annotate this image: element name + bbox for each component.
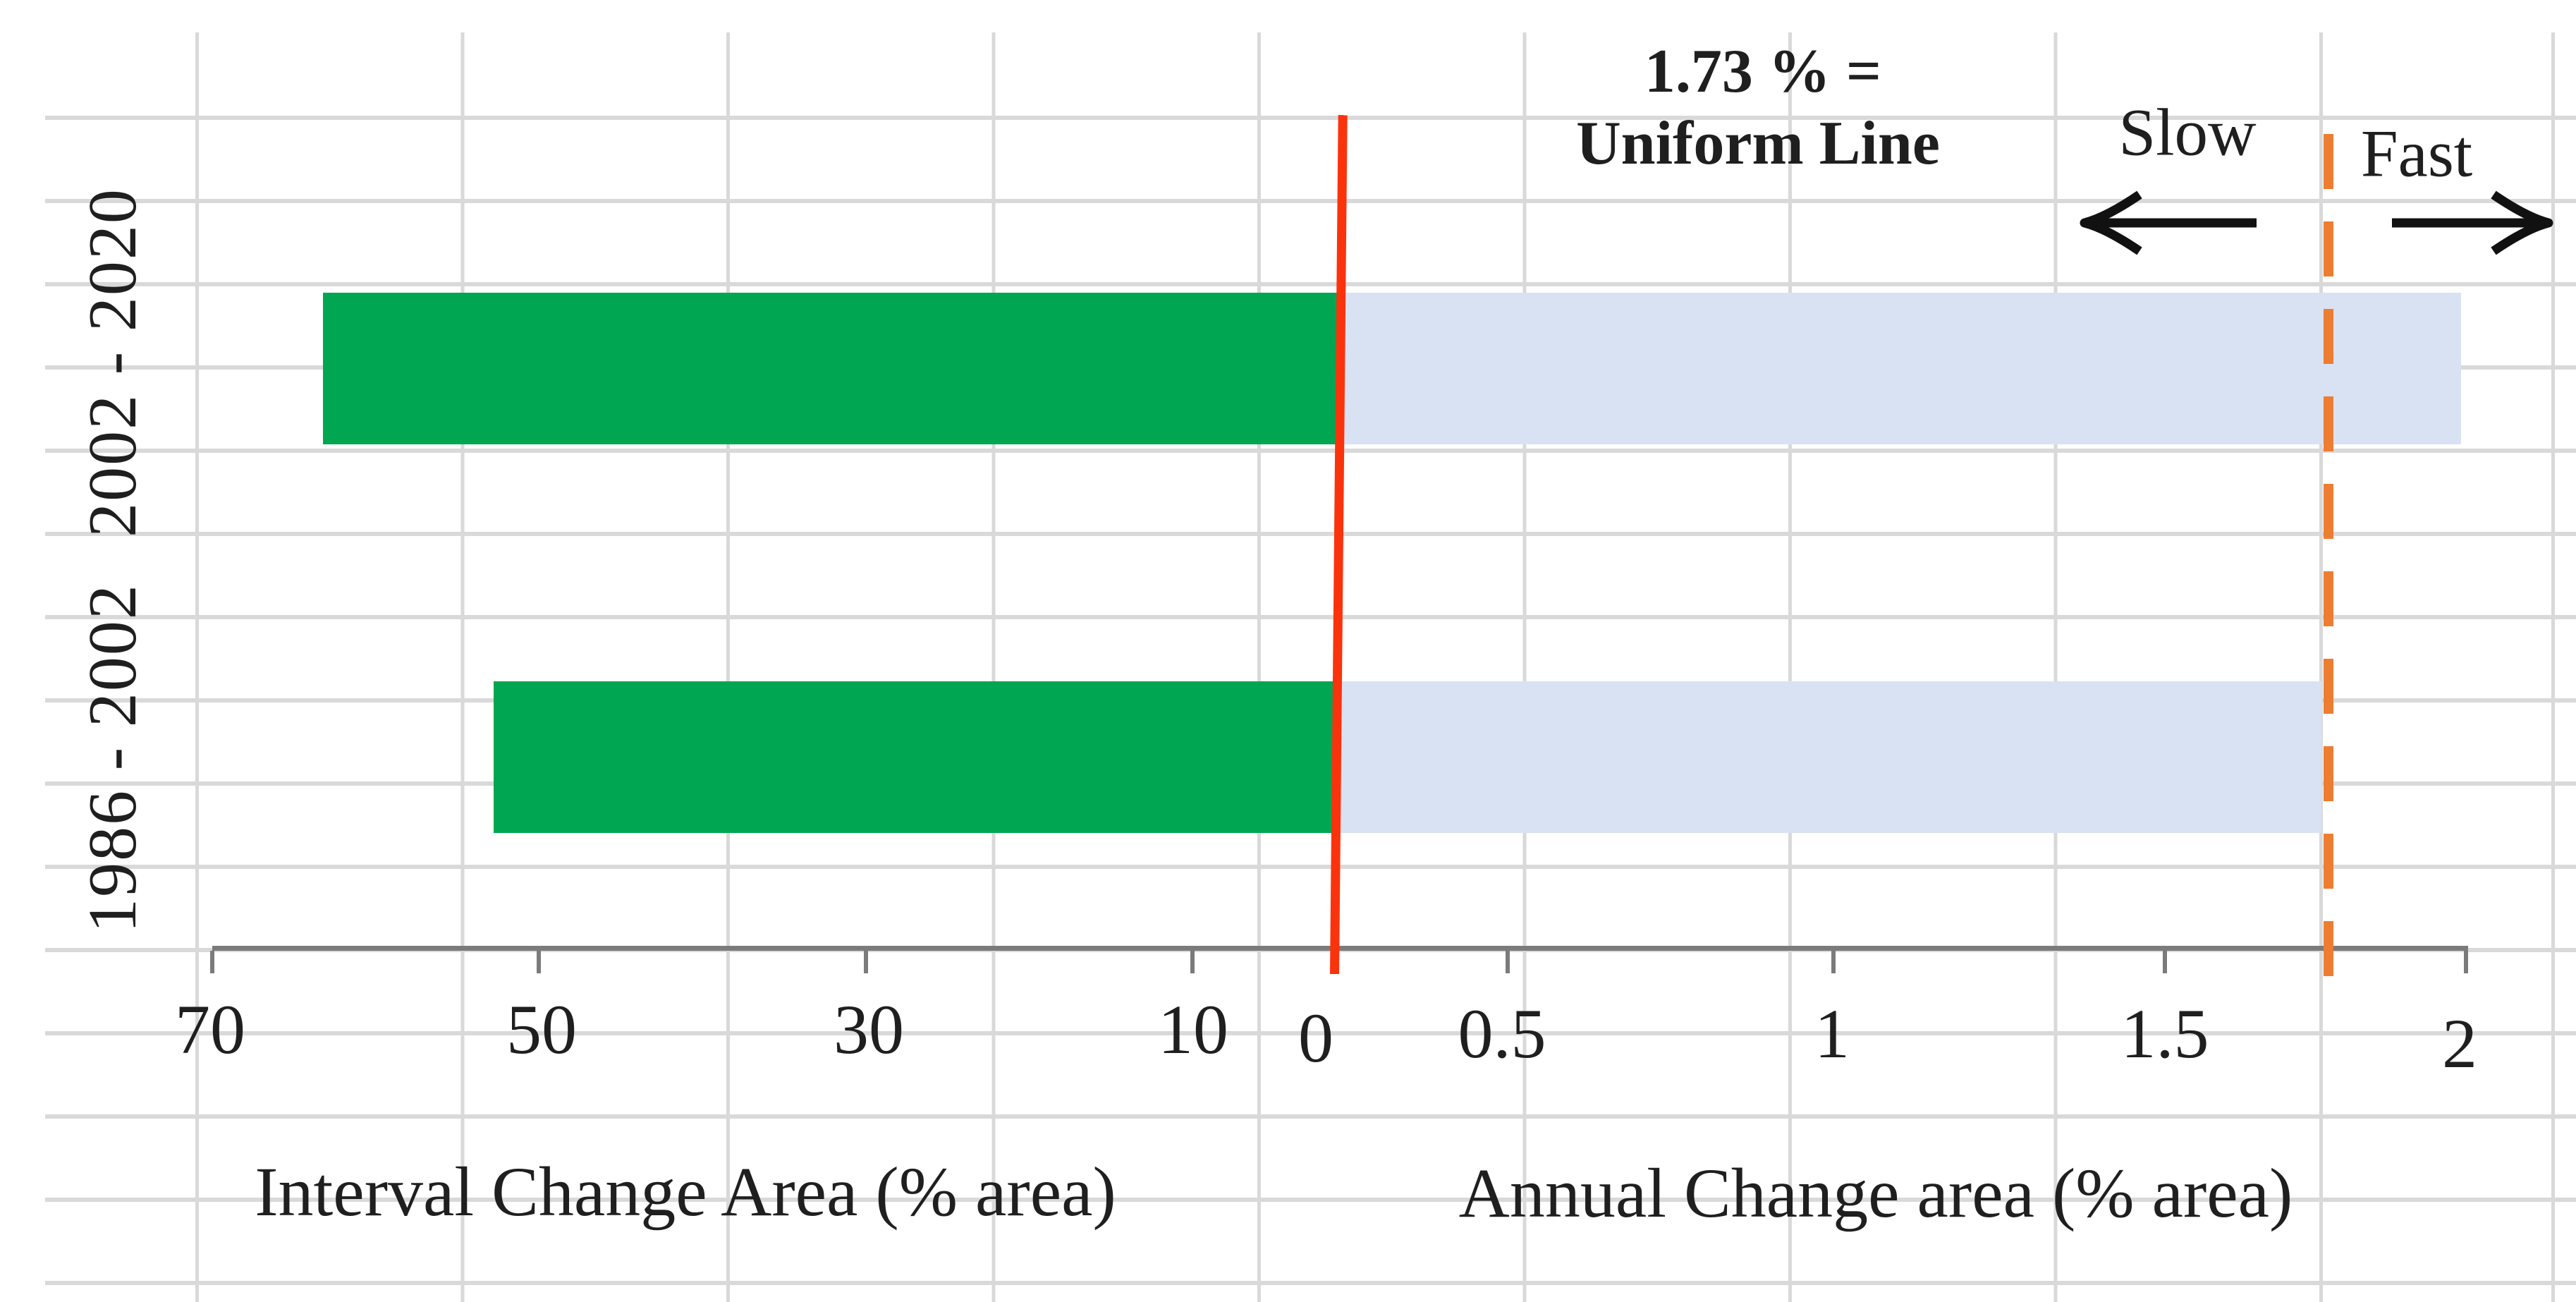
tick-label-1_5: 1.5 [2120,994,2209,1073]
uniform-line-value-text: 1.73 % = [1644,37,1882,106]
axis-tick-10 [1190,951,1195,973]
axis-tick-70 [210,951,214,973]
category-label-1986-2002: 1986 - 2002 [75,583,151,933]
x-axis-line [212,946,2468,951]
tick-label-1: 1 [1814,994,1850,1073]
right-axis-title: Annual Change area (% area) [1458,1154,2293,1232]
fast-right-arrow-icon [2392,190,2553,255]
tick-label-2: 2 [2442,1004,2477,1083]
axis-tick-1_5 [2163,951,2167,973]
category-label-2002-2020: 2002 - 2020 [75,188,151,537]
slow-left-arrow-icon [2080,190,2257,255]
bar-annual-change-2002-2020 [1338,293,2461,444]
axis-tick-0_5 [1506,951,1510,973]
tick-label-30: 30 [834,990,904,1069]
axis-tick-30 [864,951,868,973]
tick-label-0_5: 0.5 [1458,994,1546,1073]
uniform-line-name-text: Uniform Line [1576,109,1940,178]
bar-interval-change-1986-2002 [494,681,1333,833]
bar-annual-change-1986-2002 [1333,681,2321,833]
fast-label: Fast [2360,116,2473,191]
left-axis-title: Interval Change Area (% area) [255,1152,1116,1231]
slow-label: Slow [2118,95,2257,170]
tick-label-50: 50 [506,990,577,1069]
bar-interval-change-2002-2020 [323,293,1338,444]
uniform-dashed-line [2324,134,2333,996]
tick-label-70: 70 [175,990,245,1069]
tick-label-10: 10 [1158,990,1228,1069]
axis-tick-1 [1831,951,1836,973]
axis-tick-2 [2464,951,2468,973]
axis-tick-50 [537,951,541,973]
tick-label-0: 0 [1298,999,1333,1077]
